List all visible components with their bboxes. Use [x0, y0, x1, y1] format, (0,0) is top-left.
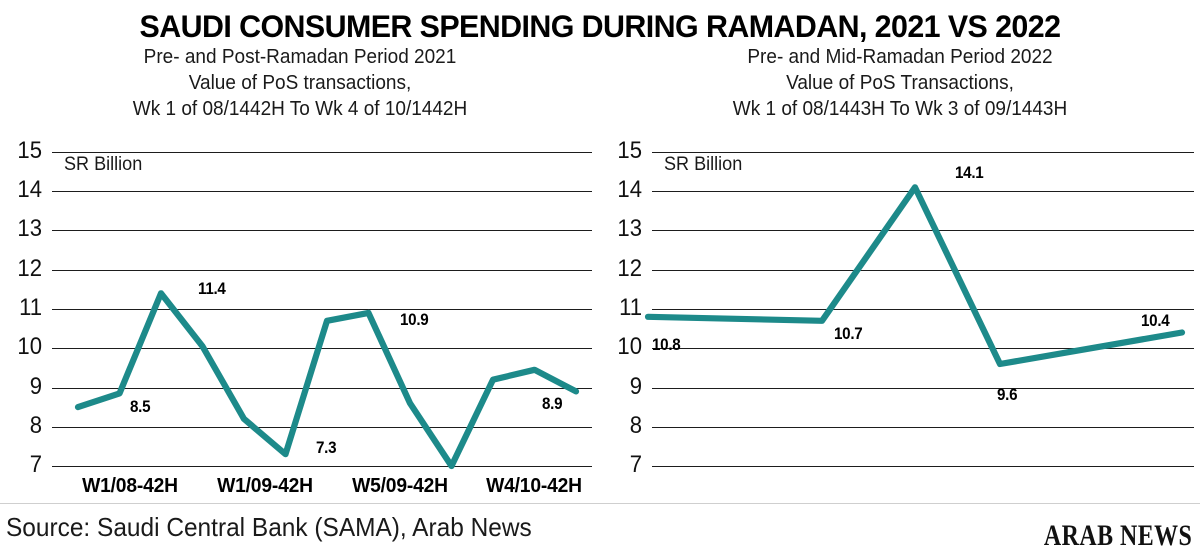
gridline-r-9 — [652, 388, 1194, 389]
gridline-r-14 — [652, 191, 1194, 192]
left-panel-subtitle: Pre- and Post-Ramadan Period 2021 Value … — [15, 44, 585, 122]
y-tick-9: 9 — [29, 373, 42, 400]
gridline-14 — [52, 191, 592, 192]
source-note: Source: Saudi Central Bank (SAMA), Arab … — [6, 512, 532, 542]
gridline-r-13 — [652, 230, 1194, 231]
y-tick-15: 15 — [17, 137, 42, 164]
brand-logo: ARAB NEWS — [1043, 519, 1192, 552]
right-panel-subtitle: Pre- and Mid-Ramadan Period 2022 Value o… — [615, 44, 1185, 122]
y-tick-r-9: 9 — [629, 373, 642, 400]
gridline-9 — [52, 388, 592, 389]
line-series-2021 — [74, 290, 580, 470]
right-subtitle-line-1: Pre- and Mid-Ramadan Period 2022 — [747, 46, 1053, 68]
x-tick-left-2: W5/09-42H — [352, 474, 448, 497]
gridline-10 — [52, 348, 592, 349]
y-tick-13: 13 — [17, 215, 42, 242]
x-axis-2021: W1/08-42H W1/09-42H W5/09-42H W4/10-42H — [52, 472, 592, 506]
data-label-10-4: 10.4 — [1141, 312, 1170, 330]
data-label-8-9: 8.9 — [542, 395, 563, 413]
chart-panel-2021: 15 14 13 12 11 10 9 8 7 SR Bill — [0, 137, 600, 497]
y-tick-12: 12 — [17, 255, 42, 282]
subtitles-row: Pre- and Post-Ramadan Period 2021 Value … — [0, 44, 1200, 122]
unit-label-left: SR Billion — [64, 154, 143, 175]
data-label-7-3: 7.3 — [316, 439, 337, 457]
gridline-13 — [52, 230, 592, 231]
y-tick-7: 7 — [29, 451, 42, 478]
y-tick-r-13: 13 — [617, 215, 642, 242]
y-tick-r-8: 8 — [629, 412, 642, 439]
gridline-7 — [52, 466, 592, 467]
data-label-14-1: 14.1 — [955, 164, 984, 182]
y-tick-r-14: 14 — [617, 176, 642, 203]
gridline-r-12 — [652, 270, 1194, 271]
right-subtitle-line-2: Value of PoS Transactions, — [786, 72, 1014, 94]
gridline-r-8 — [652, 427, 1194, 428]
x-tick-left-0: W1/08-42H — [82, 474, 178, 497]
gridline-r-7 — [652, 466, 1194, 467]
left-subtitle-line-2: Value of PoS transactions, — [188, 72, 412, 94]
gridline-11 — [52, 309, 592, 310]
plot-area-2022: SR Billion 10.8 10.7 14.1 9.6 10.4 — [644, 140, 1194, 470]
y-tick-14: 14 — [17, 176, 42, 203]
y-tick-r-15: 15 — [617, 137, 642, 164]
y-tick-r-10: 10 — [617, 333, 642, 360]
gridline-r-10 — [652, 348, 1194, 349]
gridline-8 — [52, 427, 592, 428]
line-series-2022 — [644, 184, 1186, 368]
gridline-r-11 — [652, 309, 1194, 310]
gridline-r-15 — [652, 152, 1194, 153]
page-title: SAUDI CONSUMER SPENDING DURING RAMADAN, … — [139, 8, 1061, 44]
y-tick-10: 10 — [17, 333, 42, 360]
y-tick-11: 11 — [19, 294, 42, 321]
y-axis-right: 15 14 13 12 11 10 9 8 7 — [600, 137, 642, 477]
data-label-10-9: 10.9 — [400, 311, 429, 329]
data-label-10-7: 10.7 — [834, 325, 863, 343]
charts-container: 15 14 13 12 11 10 9 8 7 SR Bill — [0, 137, 1200, 497]
plot-area-2021: SR Billion 8.5 11.4 7.3 10.9 8.9 — [52, 140, 592, 470]
chart-panel-2022: 15 14 13 12 11 10 9 8 7 SR Bill — [600, 137, 1200, 485]
y-tick-r-11: 11 — [619, 294, 642, 321]
right-subtitle-line-3: Wk 1 of 08/1443H To Wk 3 of 09/1443H — [732, 98, 1068, 120]
gridline-15 — [52, 152, 592, 153]
y-tick-r-7: 7 — [629, 451, 642, 478]
y-tick-8: 8 — [29, 412, 42, 439]
data-label-8-5: 8.5 — [130, 398, 151, 416]
left-subtitle-line-3: Wk 1 of 08/1442H To Wk 4 of 10/1442H — [132, 98, 468, 120]
x-tick-left-3: W4/10-42H — [486, 474, 582, 497]
left-subtitle-line-1: Pre- and Post-Ramadan Period 2021 — [143, 46, 457, 68]
unit-label-right: SR Billion — [664, 154, 743, 175]
x-tick-left-1: W1/09-42H — [217, 474, 313, 497]
data-label-9-6: 9.6 — [997, 386, 1018, 404]
y-axis-left: 15 14 13 12 11 10 9 8 7 — [0, 137, 42, 477]
footer-divider — [0, 503, 1200, 504]
data-label-11-4: 11.4 — [198, 280, 226, 298]
gridline-12 — [52, 270, 592, 271]
data-label-10-8: 10.8 — [652, 336, 681, 354]
y-tick-r-12: 12 — [617, 255, 642, 282]
